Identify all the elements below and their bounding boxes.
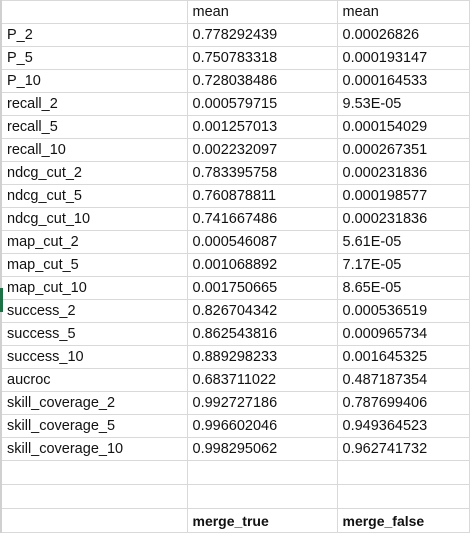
cell[interactable]	[186, 484, 338, 509]
cell[interactable]: ndcg_cut_10	[0, 207, 188, 231]
cell[interactable]: 0.996602046	[186, 414, 338, 438]
cell[interactable]: 0.778292439	[186, 23, 338, 47]
cell[interactable]: 0.787699406	[336, 391, 470, 415]
cell[interactable]: 5.61E-05	[336, 230, 470, 254]
cell[interactable]: merge_true	[186, 508, 338, 533]
table-row: P_2 0.778292439 0.00026826	[0, 23, 470, 47]
table-row: map_cut_5 0.001068892 7.17E-05	[0, 253, 470, 277]
table-row: skill_coverage_5 0.996602046 0.949364523	[0, 414, 470, 438]
cell[interactable]: 0.750783318	[186, 46, 338, 70]
table-row: ndcg_cut_5 0.760878811 0.000198577	[0, 184, 470, 208]
cell[interactable]: recall_10	[0, 138, 188, 162]
cell[interactable]: ndcg_cut_2	[0, 161, 188, 185]
cell[interactable]: 0.783395758	[186, 161, 338, 185]
empty-row	[0, 460, 470, 485]
empty-row	[0, 484, 470, 509]
cell[interactable]: 0.000164533	[336, 69, 470, 93]
cell[interactable]: success_5	[0, 322, 188, 346]
table-row: recall_5 0.001257013 0.000154029	[0, 115, 470, 139]
cell[interactable]: 0.001645325	[336, 345, 470, 369]
cell[interactable]: 0.001750665	[186, 276, 338, 300]
cell[interactable]: 0.683711022	[186, 368, 338, 392]
table-row: skill_coverage_2 0.992727186 0.787699406	[0, 391, 470, 415]
cell[interactable]: 0.000546087	[186, 230, 338, 254]
cell[interactable]: 0.000231836	[336, 207, 470, 231]
cell[interactable]: 0.741667486	[186, 207, 338, 231]
cell[interactable]: skill_coverage_10	[0, 437, 188, 461]
cell[interactable]: 0.000536519	[336, 299, 470, 323]
cell[interactable]: 0.728038486	[186, 69, 338, 93]
cell[interactable]: 0.000965734	[336, 322, 470, 346]
cell[interactable]: 9.53E-05	[336, 92, 470, 116]
cell[interactable]	[336, 460, 470, 485]
table-row: aucroc 0.683711022 0.487187354	[0, 368, 470, 392]
cell[interactable]: merge_false	[336, 508, 470, 533]
cell[interactable]: P_5	[0, 46, 188, 70]
cell[interactable]: 0.889298233	[186, 345, 338, 369]
cell[interactable]	[0, 484, 188, 509]
table-row: success_5 0.862543816 0.000965734	[0, 322, 470, 346]
table-row: map_cut_2 0.000546087 5.61E-05	[0, 230, 470, 254]
cell[interactable]	[186, 460, 338, 485]
cell[interactable]: skill_coverage_2	[0, 391, 188, 415]
cell[interactable]: 0.949364523	[336, 414, 470, 438]
table-row: skill_coverage_10 0.998295062 0.962741732	[0, 437, 470, 461]
row-selection-indicator	[0, 288, 3, 312]
table-row: success_10 0.889298233 0.001645325	[0, 345, 470, 369]
cell[interactable]: 8.65E-05	[336, 276, 470, 300]
table-row: ndcg_cut_2 0.783395758 0.000231836	[0, 161, 470, 185]
cell[interactable]: success_10	[0, 345, 188, 369]
cell[interactable]: 0.862543816	[186, 322, 338, 346]
table-row: recall_2 0.000579715 9.53E-05	[0, 92, 470, 116]
cell[interactable]: mean	[336, 0, 470, 24]
cell[interactable]: aucroc	[0, 368, 188, 392]
cell[interactable]: 0.487187354	[336, 368, 470, 392]
cell[interactable]: ndcg_cut_5	[0, 184, 188, 208]
cell[interactable]: 0.002232097	[186, 138, 338, 162]
header-row: mean mean	[0, 0, 470, 24]
cell[interactable]	[0, 460, 188, 485]
table-row: success_2 0.826704342 0.000536519	[0, 299, 470, 323]
cell[interactable]: mean	[186, 0, 338, 24]
cell[interactable]: 0.000198577	[336, 184, 470, 208]
cell[interactable]: map_cut_10	[0, 276, 188, 300]
cell[interactable]: map_cut_5	[0, 253, 188, 277]
table-row: P_10 0.728038486 0.000164533	[0, 69, 470, 93]
cell[interactable]: 0.000579715	[186, 92, 338, 116]
cell[interactable]: P_2	[0, 23, 188, 47]
cell[interactable]: 0.998295062	[186, 437, 338, 461]
cell[interactable]	[336, 484, 470, 509]
cell[interactable]: skill_coverage_5	[0, 414, 188, 438]
cell[interactable]: 0.760878811	[186, 184, 338, 208]
cell[interactable]	[0, 508, 188, 533]
cell[interactable]: 0.826704342	[186, 299, 338, 323]
table-row: recall_10 0.002232097 0.000267351	[0, 138, 470, 162]
cell[interactable]: 0.000267351	[336, 138, 470, 162]
table-row: ndcg_cut_10 0.741667486 0.000231836	[0, 207, 470, 231]
cell[interactable]: 0.001068892	[186, 253, 338, 277]
cell[interactable]: 7.17E-05	[336, 253, 470, 277]
cell[interactable]	[0, 0, 188, 24]
cell[interactable]: 0.001257013	[186, 115, 338, 139]
cell[interactable]: P_10	[0, 69, 188, 93]
cell[interactable]: 0.000154029	[336, 115, 470, 139]
footer-row: merge_true merge_false	[0, 508, 470, 533]
cell[interactable]: 0.00026826	[336, 23, 470, 47]
cell[interactable]: recall_5	[0, 115, 188, 139]
cell[interactable]: success_2	[0, 299, 188, 323]
cell[interactable]: map_cut_2	[0, 230, 188, 254]
cell[interactable]: 0.992727186	[186, 391, 338, 415]
cell[interactable]: recall_2	[0, 92, 188, 116]
table-row: map_cut_10 0.001750665 8.65E-05	[0, 276, 470, 300]
cell[interactable]: 0.000193147	[336, 46, 470, 70]
table-row: P_5 0.750783318 0.000193147	[0, 46, 470, 70]
cell[interactable]: 0.000231836	[336, 161, 470, 185]
cell[interactable]: 0.962741732	[336, 437, 470, 461]
data-grid: mean mean P_2 0.778292439 0.00026826 P_5 0.750…	[0, 0, 470, 533]
